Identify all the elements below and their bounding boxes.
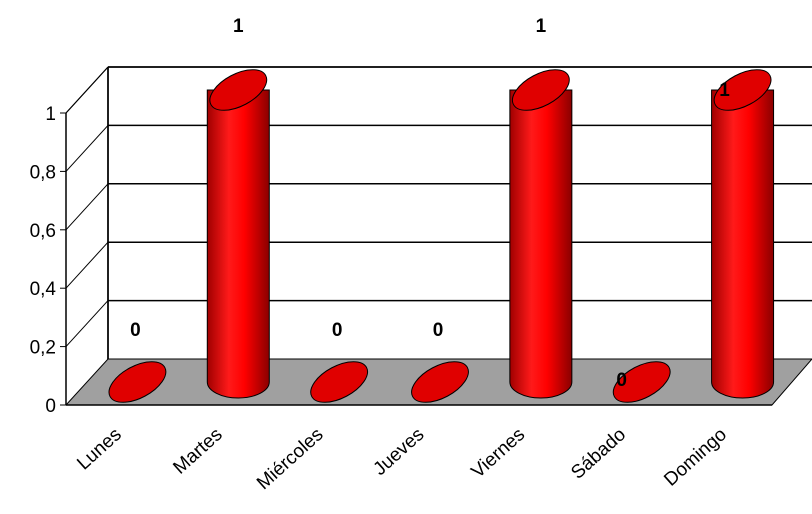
data-label: 1: [233, 16, 244, 37]
data-label: 0: [433, 320, 444, 341]
x-tick-label: Miércoles: [253, 424, 327, 494]
data-label: 0: [616, 370, 627, 391]
data-label: 0: [130, 320, 141, 341]
bar-martes-top: [209, 69, 268, 111]
y-tick-label: 0,4: [30, 279, 57, 300]
bars: [108, 69, 775, 403]
x-tick-label: Lunes: [73, 424, 126, 474]
axes: [60, 66, 812, 406]
bar-miércoles-disc: [310, 361, 369, 403]
y-tick-label: 0,8: [30, 162, 56, 183]
gridlines: [65, 66, 812, 347]
side-wall-top-edge: [65, 66, 109, 114]
y-tick-label: 0,2: [30, 338, 56, 359]
x-tick-label: Jueves: [370, 424, 429, 480]
bar-viernes-body: [509, 89, 573, 399]
data-label: 1: [536, 16, 547, 37]
x-tick-label: Viernes: [468, 424, 530, 482]
data-label: 1: [719, 80, 730, 101]
y-tick-label: 0: [45, 396, 56, 417]
x-tick-label: Sábado: [567, 424, 630, 483]
side-gridline: [65, 125, 109, 172]
side-gridline: [65, 300, 109, 347]
side-gridline: [65, 183, 109, 231]
bar-domingo-top: [713, 69, 772, 111]
x-tick-label: Domingo: [660, 424, 731, 490]
y-tick-label: 1: [45, 104, 56, 125]
bar-lunes-disc: [108, 361, 167, 403]
bar-viernes-top: [511, 69, 570, 111]
bar-jueves-disc: [411, 361, 469, 403]
bar-martes-body: [206, 89, 270, 399]
bar-sábado-disc: [612, 361, 671, 403]
side-gridline: [65, 241, 109, 289]
y-tick-label: 0,6: [30, 221, 56, 242]
data-label: 0: [332, 320, 343, 341]
bar-domingo-body: [711, 89, 775, 399]
x-tick-label: Martes: [169, 424, 226, 478]
labels: 0 0,2 0,4 0,6 0,8 1 0 Lunes 1 Martes 0 Miércoles 0 Ju…: [30, 16, 731, 494]
